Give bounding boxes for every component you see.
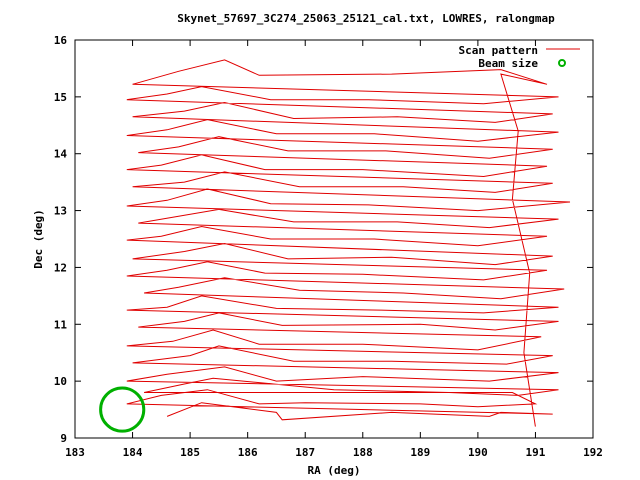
- y-tick-label: 10: [54, 375, 67, 388]
- y-tick-label: 13: [54, 205, 67, 218]
- y-tick-label: 9: [60, 432, 67, 445]
- plot-area: [99, 59, 571, 433]
- y-tick-label: 12: [54, 261, 67, 274]
- x-axis-label: RA (deg): [308, 464, 361, 477]
- x-tick-label: 191: [526, 446, 546, 459]
- y-tick-label: 16: [54, 34, 68, 47]
- legend-swatch-beam: [558, 59, 566, 67]
- legend-label-scan: Scan pattern: [459, 44, 538, 57]
- x-tick-label: 184: [123, 446, 143, 459]
- scan-pattern-line: [126, 59, 571, 427]
- x-tick-label: 185: [180, 446, 200, 459]
- y-tick-label: 14: [54, 148, 68, 161]
- x-tick-label: 190: [468, 446, 488, 459]
- legend-label-beam: Beam size: [478, 57, 538, 70]
- plot-frame: [74, 39, 594, 439]
- beam-size-circle: [99, 386, 146, 433]
- x-tick-label: 189: [410, 446, 430, 459]
- x-tick-label: 188: [353, 446, 373, 459]
- y-axis-label: Dec (deg): [32, 209, 45, 269]
- legend: Scan pattern Beam size: [459, 44, 580, 70]
- y-tick-label: 15: [54, 91, 67, 104]
- y-tick-label: 11: [54, 318, 68, 331]
- x-tick-label: 187: [295, 446, 315, 459]
- x-tick-label: 192: [583, 446, 603, 459]
- x-tick-label: 183: [65, 446, 85, 459]
- x-tick-label: 186: [238, 446, 258, 459]
- axes: 183 184 185 186 187 188 189 190 191 192 9 10 11 12 13 1…: [54, 34, 603, 459]
- chart-title: Skynet_57697_3C274_25063_25121_cal.txt, …: [177, 12, 555, 25]
